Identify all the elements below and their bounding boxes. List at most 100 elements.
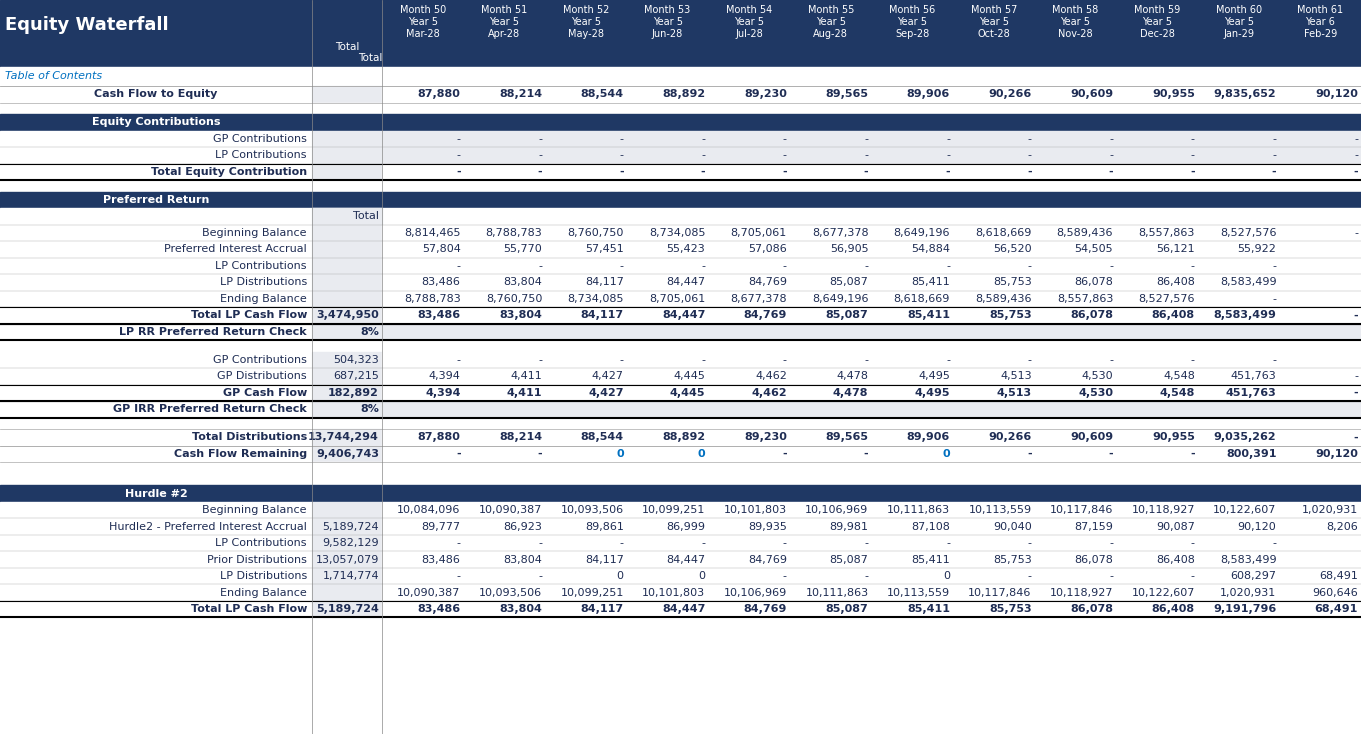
Bar [0,385,312,401]
Bar [0,291,312,307]
Text: Year 5: Year 5 [408,17,438,27]
Text: 10,099,251: 10,099,251 [561,587,623,597]
Text: 88,544: 88,544 [581,432,623,443]
Text: 84,117: 84,117 [581,604,623,614]
Text: 90,040: 90,040 [994,522,1032,531]
Text: LP Contributions: LP Contributions [215,261,308,271]
Text: -: - [1191,134,1195,144]
Text: 8,618,669: 8,618,669 [976,228,1032,238]
Bar [382,385,1361,401]
Text: 4,478: 4,478 [837,371,868,382]
Text: 504,323: 504,323 [333,355,378,365]
Text: Total LP Cash Flow: Total LP Cash Flow [191,604,308,614]
Text: Year 5: Year 5 [815,17,845,27]
Text: 3,474,950: 3,474,950 [316,310,378,320]
Text: Jan-29: Jan-29 [1224,29,1253,39]
Text: -: - [701,538,705,548]
Text: -: - [864,134,868,144]
Text: Hurdle2 - Preferred Interest Accrual: Hurdle2 - Preferred Interest Accrual [109,522,308,531]
Text: -: - [783,571,787,581]
Bar [0,502,312,518]
Text: 10,093,506: 10,093,506 [561,505,623,515]
Bar [0,274,312,291]
Text: 10,118,927: 10,118,927 [1049,587,1113,597]
Text: 84,769: 84,769 [743,310,787,320]
Text: Month 54: Month 54 [725,5,772,15]
Text: LP RR Preferred Return Check: LP RR Preferred Return Check [120,327,308,337]
Text: 0: 0 [698,449,705,459]
Bar [0,584,312,601]
Text: 85,411: 85,411 [906,310,950,320]
Bar [312,551,382,568]
Text: 83,804: 83,804 [499,310,542,320]
Text: 84,447: 84,447 [661,310,705,320]
Bar [382,551,1361,568]
Text: 54,884: 54,884 [911,244,950,255]
Text: 90,609: 90,609 [1070,90,1113,99]
Text: -: - [1273,261,1277,271]
Text: 8,814,465: 8,814,465 [404,228,460,238]
Text: Nov-28: Nov-28 [1057,29,1093,39]
Text: -: - [946,355,950,365]
Text: -: - [1028,150,1032,160]
Text: 4,548: 4,548 [1160,388,1195,398]
Text: -: - [1273,150,1277,160]
Text: 84,769: 84,769 [749,277,787,287]
Text: 4,495: 4,495 [915,388,950,398]
Text: 4,530: 4,530 [1078,388,1113,398]
Text: Year 6: Year 6 [1305,17,1335,27]
Text: -: - [456,449,460,459]
Text: Table of Contents: Table of Contents [5,71,102,81]
Text: GP Contributions: GP Contributions [214,355,308,365]
Text: Beginning Balance: Beginning Balance [203,505,308,515]
Text: -: - [619,538,623,548]
Bar [382,131,1361,147]
Text: 0: 0 [942,449,950,459]
Text: 87,159: 87,159 [1074,522,1113,531]
Text: 86,078: 86,078 [1070,310,1113,320]
Text: 86,078: 86,078 [1070,604,1113,614]
Bar [312,86,382,103]
Bar [382,274,1361,291]
Text: 10,090,387: 10,090,387 [397,587,460,597]
Text: 57,804: 57,804 [422,244,460,255]
Text: -: - [538,150,542,160]
Bar [0,518,312,535]
Text: Year 5: Year 5 [1224,17,1253,27]
Text: -: - [538,261,542,271]
Text: -: - [864,355,868,365]
Text: 687,215: 687,215 [333,371,378,382]
Text: 4,427: 4,427 [592,371,623,382]
Text: -: - [1109,261,1113,271]
Text: 4,445: 4,445 [670,388,705,398]
Text: -: - [1028,355,1032,365]
Text: -: - [946,261,950,271]
Text: Feb-29: Feb-29 [1304,29,1337,39]
Bar [0,418,1361,429]
Text: 83,486: 83,486 [418,310,460,320]
Bar [0,473,1361,485]
Text: 8,583,499: 8,583,499 [1219,277,1277,287]
Text: -: - [1191,261,1195,271]
Bar [0,601,312,617]
Text: 85,753: 85,753 [994,277,1032,287]
Text: -: - [1028,167,1032,177]
Bar [382,86,1361,103]
Text: 4,513: 4,513 [996,388,1032,398]
Text: GP Distributions: GP Distributions [218,371,308,382]
Bar [312,258,382,274]
Text: 85,087: 85,087 [830,277,868,287]
Text: 10,122,607: 10,122,607 [1131,587,1195,597]
Text: 90,120: 90,120 [1237,522,1277,531]
Text: Cash Flow to Equity: Cash Flow to Equity [94,90,218,99]
Text: 88,892: 88,892 [663,90,705,99]
Text: 83,486: 83,486 [418,604,460,614]
Text: 89,906: 89,906 [906,432,950,443]
Text: -: - [783,538,787,548]
Text: 8,557,863: 8,557,863 [1138,228,1195,238]
Text: -: - [538,538,542,548]
Bar [0,429,312,446]
Text: 68,491: 68,491 [1315,604,1358,614]
Text: -: - [1109,449,1113,459]
Text: -: - [783,167,787,177]
